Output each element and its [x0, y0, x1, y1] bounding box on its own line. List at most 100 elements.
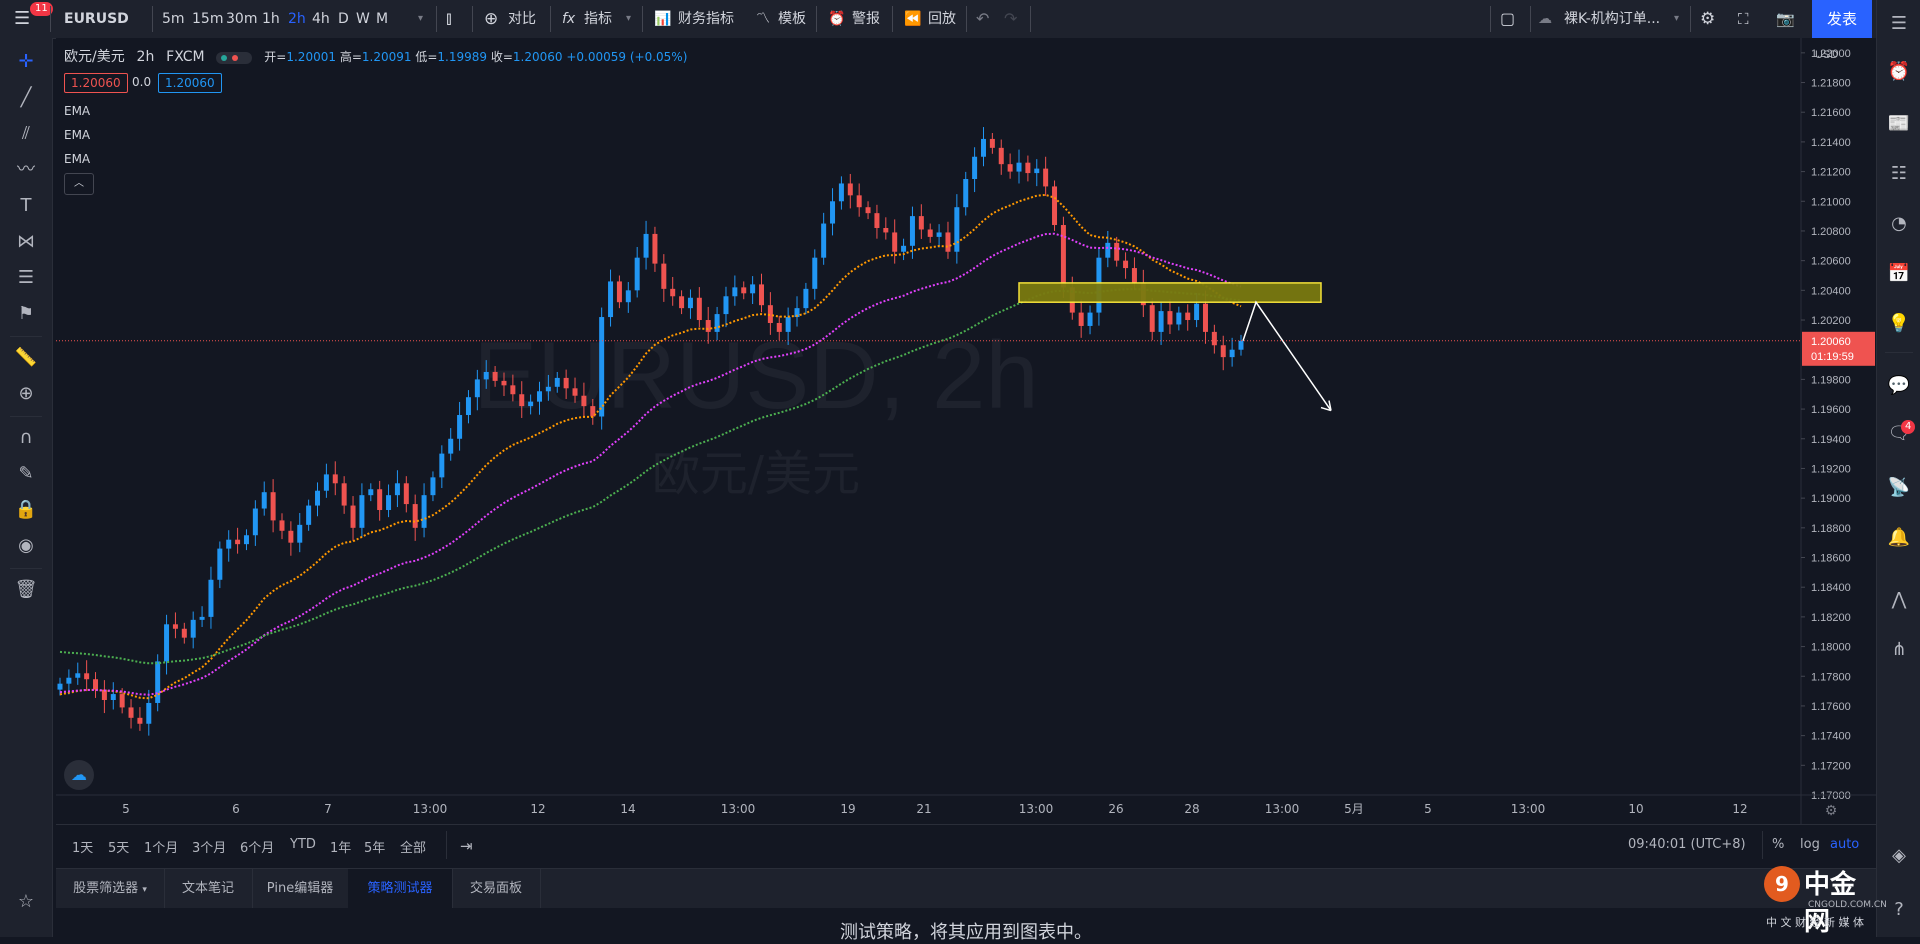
tab-text-notes[interactable]: 文本笔记 [164, 869, 253, 909]
alarm-clock-icon[interactable]: ⏰ [828, 11, 846, 27]
hotlist-icon[interactable]: ◔ [1891, 213, 1907, 234]
object-tree-icon[interactable]: ⋔ [1891, 639, 1907, 660]
alerts-clock-icon[interactable]: ⏰ [1887, 61, 1911, 82]
candle-body [155, 661, 161, 703]
eye-icon[interactable]: ◉ [18, 535, 34, 556]
chat-icon[interactable]: 💬 [1887, 375, 1911, 396]
fullscreen-icon[interactable]: ⛶ [1738, 10, 1749, 28]
price-chart[interactable]: EURUSD, 2h 欧元/美元 1.220001.218001.216001.… [56, 38, 1876, 824]
zoom-in-icon[interactable]: ⊕ [18, 383, 34, 404]
symbol-search[interactable]: EURUSD [64, 11, 129, 27]
interval-D[interactable]: D [338, 11, 349, 27]
prediction-icon[interactable]: ⋈ [17, 231, 35, 252]
calendar-icon[interactable]: 📅 [1887, 263, 1911, 284]
range-6m[interactable]: 6个月 [240, 841, 275, 856]
interval-15m[interactable]: 15m [192, 11, 224, 27]
news-icon[interactable]: 📰 [1887, 113, 1911, 134]
ruler-icon[interactable]: 📏 [14, 347, 38, 368]
goto-date-icon[interactable]: ⇥ [460, 837, 473, 855]
help-question-icon[interactable]: ? [1894, 899, 1904, 920]
tab-stock-screener[interactable]: 股票筛选器 ▾ [56, 869, 165, 909]
interval-1h[interactable]: 1h [262, 11, 280, 27]
settings-gear-icon[interactable]: ⚙ [1700, 9, 1716, 29]
tab-trading-panel[interactable]: 交易面板 [452, 869, 541, 909]
candle-type-icon[interactable]: ⫾ [446, 8, 452, 29]
notifications-bell-icon[interactable]: 🔔 [1887, 527, 1911, 548]
ema-label[interactable]: EMA [64, 104, 91, 118]
percent-toggle[interactable]: % [1772, 837, 1785, 852]
fibonacci-icon[interactable]: ⫽ [21, 123, 31, 144]
range-1d[interactable]: 1天 [72, 841, 94, 856]
cloud-icon[interactable]: ☁ [1538, 11, 1552, 27]
pattern-icon[interactable]: 〰 [17, 159, 35, 180]
indicators-fx-icon[interactable]: fx [562, 11, 576, 27]
cloud-logo-icon[interactable]: ☁ [64, 760, 94, 790]
interval-2h[interactable]: 2h [288, 11, 306, 27]
undo-icon[interactable]: ↶ [976, 9, 990, 28]
camera-snapshot-icon[interactable]: 📷 [1776, 10, 1795, 28]
trading-panel-icon[interactable]: ⋀ [1891, 589, 1907, 610]
chevron-down-icon[interactable]: ▾ [1674, 13, 1680, 24]
ema-label[interactable]: EMA [64, 152, 91, 166]
collapse-legend-button[interactable]: ︿ [64, 173, 94, 195]
templates-button[interactable]: 模板 [778, 11, 806, 27]
layers-icon[interactable]: ◈ [1892, 845, 1906, 866]
ideas-bulb-icon[interactable]: 💡 [1887, 313, 1911, 334]
clock-time[interactable]: 09:40:01 (UTC+8) [1628, 837, 1746, 852]
candle-body [865, 207, 871, 214]
financials-chart-icon[interactable]: 📊 [654, 11, 672, 27]
trend-line-icon[interactable]: ╱ [20, 87, 32, 108]
text-tool-icon[interactable]: T [20, 195, 32, 216]
financials-button[interactable]: 财务指标 [678, 11, 734, 27]
auto-toggle[interactable]: auto [1830, 837, 1860, 852]
icons-tool-icon[interactable]: ⚑ [17, 303, 35, 324]
range-1y[interactable]: 1年 [330, 841, 352, 856]
axis-settings-gear-icon[interactable]: ⚙ [1825, 803, 1838, 819]
legend-title[interactable]: 欧元/美元 [64, 49, 125, 65]
interval-W[interactable]: W [356, 11, 370, 27]
hamburger-menu-icon[interactable]: ☰ [14, 8, 31, 29]
compare-button[interactable]: 对比 [508, 11, 536, 27]
tab-strategy-tester[interactable]: 策略测试器 [348, 869, 453, 909]
interval-4h[interactable]: 4h [312, 11, 330, 27]
trash-icon[interactable]: 🗑 [14, 579, 38, 600]
sell-button[interactable]: 1.20060 [64, 73, 128, 93]
range-1m[interactable]: 1个月 [144, 841, 179, 856]
magnet-icon[interactable]: ∩ [19, 427, 33, 448]
lock-icon[interactable]: 🔒 [14, 499, 38, 520]
range-3m[interactable]: 3个月 [192, 841, 227, 856]
chevron-down-icon[interactable]: ▾ [418, 13, 424, 24]
lock-pencil-icon[interactable]: ✎ [18, 463, 34, 484]
replay-button[interactable]: 回放 [928, 11, 956, 27]
interval-M[interactable]: M [376, 11, 389, 27]
data-window-icon[interactable]: ☷ [1890, 163, 1908, 184]
alert-button[interactable]: 警报 [852, 11, 880, 27]
candle-body [519, 394, 525, 407]
publish-button[interactable]: 发表 [1812, 0, 1872, 38]
range-5d[interactable]: 5天 [108, 841, 130, 856]
compare-plus-icon[interactable]: ⊕ [484, 9, 499, 29]
buy-button[interactable]: 1.20060 [158, 73, 222, 93]
range-ytd[interactable]: YTD [290, 837, 316, 852]
range-5y[interactable]: 5年 [364, 841, 386, 856]
interval-30m[interactable]: 30m [226, 11, 258, 27]
replay-icon[interactable]: ⏪ [904, 11, 922, 27]
favorites-star-icon[interactable]: ☆ [17, 891, 35, 912]
streams-icon[interactable]: 📡 [1887, 477, 1911, 498]
chevron-down-icon[interactable]: ▾ [626, 13, 632, 24]
log-toggle[interactable]: log [1800, 837, 1820, 852]
fullscreen-layout-icon[interactable]: ▢ [1500, 9, 1516, 28]
tab-pine-editor[interactable]: Pine编辑器 [252, 869, 349, 909]
templates-icon[interactable]: 〽 [756, 11, 770, 27]
interval-5m[interactable]: 5m [162, 11, 185, 27]
indicators-button[interactable]: 指标 [584, 11, 612, 27]
watermark-name: 欧元/美元 [652, 446, 860, 502]
redo-icon[interactable]: ↷ [1004, 9, 1018, 28]
measure-tools-icon[interactable]: ☰ [17, 267, 35, 288]
ema-label[interactable]: EMA [64, 128, 91, 142]
layout-name[interactable]: 裸K-机构订单... [1564, 11, 1661, 27]
crosshair-icon[interactable]: ✛ [18, 51, 34, 72]
candle-body [608, 281, 614, 318]
watchlist-icon[interactable]: ☰ [1890, 13, 1908, 34]
range-all[interactable]: 全部 [400, 841, 427, 856]
